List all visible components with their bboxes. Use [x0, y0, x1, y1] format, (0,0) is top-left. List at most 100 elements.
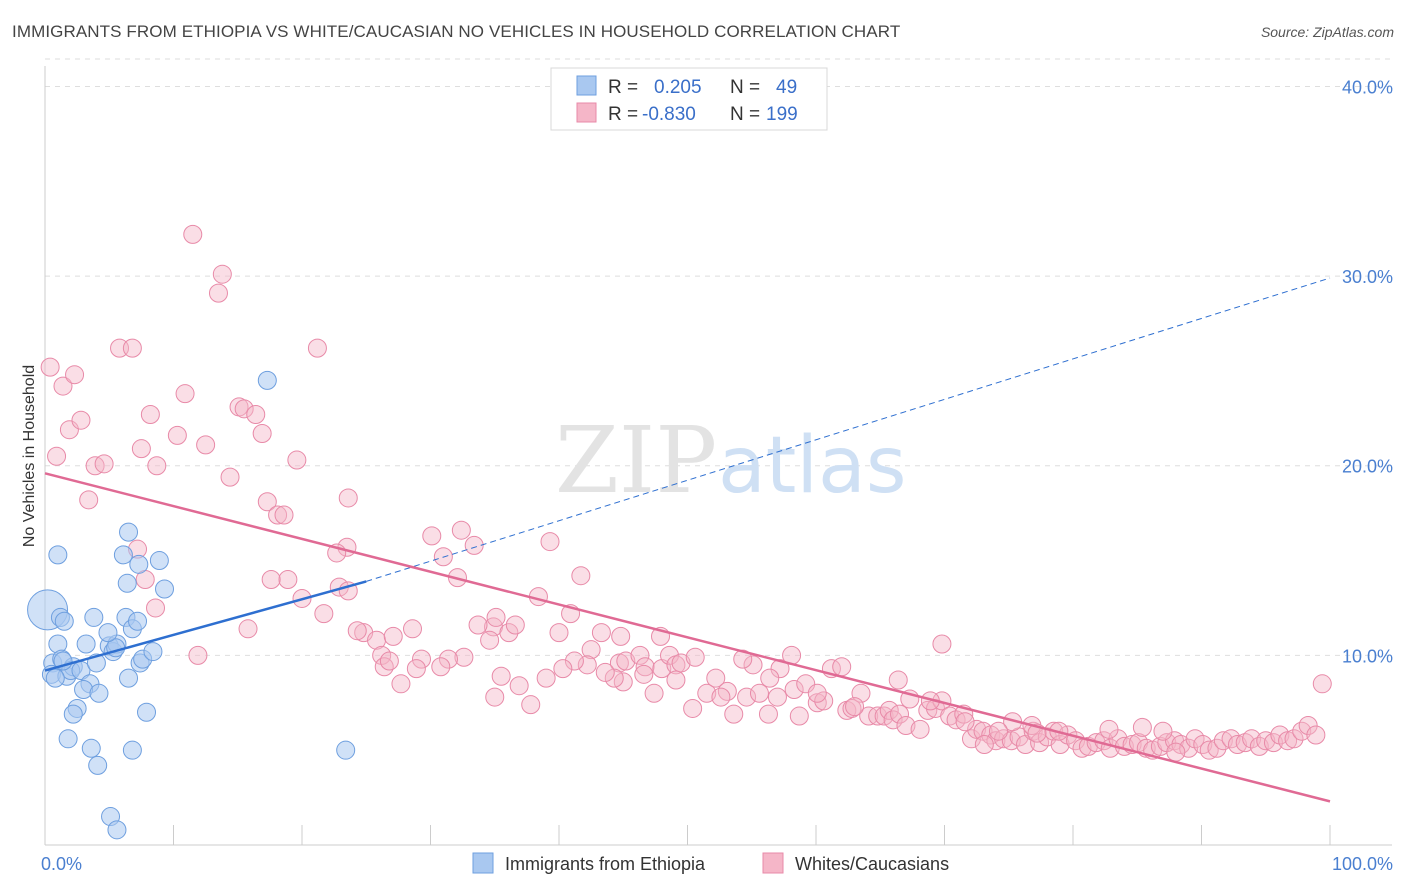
x-tick-labels: 0.0% 100.0%: [41, 854, 1393, 874]
blue-point: [113, 545, 133, 565]
pink-point: [307, 338, 327, 358]
pink-point: [131, 439, 151, 459]
pink-point: [955, 712, 975, 732]
pink-point: [910, 719, 930, 739]
pink-point: [1278, 731, 1298, 751]
pink-point: [1312, 674, 1332, 694]
blue-point: [98, 623, 118, 643]
pink-point: [988, 721, 1008, 741]
pink-point: [1235, 733, 1255, 753]
pink-point: [246, 405, 266, 425]
pink-point: [737, 687, 757, 707]
pink-point: [509, 676, 529, 696]
legend-swatch-pink: [576, 102, 597, 123]
pink-point: [743, 655, 763, 675]
pink-point: [480, 630, 500, 650]
legend-r-label-2: R =: [608, 104, 638, 125]
pink-point: [403, 619, 423, 639]
pink-point: [749, 683, 769, 703]
blue-point: [129, 554, 149, 574]
pink-point: [454, 647, 474, 667]
pink-point: [505, 615, 525, 635]
pink-point: [167, 425, 187, 445]
pink-point: [1185, 729, 1205, 749]
pink-point: [147, 456, 167, 476]
pink-point: [1298, 716, 1318, 736]
pink-point: [1166, 742, 1186, 762]
blue-point: [81, 738, 101, 758]
pink-point: [208, 283, 228, 303]
blue-trend-extension: [366, 277, 1331, 582]
pink-point: [807, 683, 827, 703]
pink-point: [635, 657, 655, 677]
pink-point: [1132, 717, 1152, 737]
pink-point: [961, 729, 981, 749]
blue-point: [63, 704, 83, 724]
pink-point: [1256, 731, 1276, 751]
legend-r-value-1: 0.205: [654, 77, 702, 98]
bottom-legend-label-blue: Immigrants from Ethiopia: [505, 854, 706, 874]
pink-point: [644, 683, 664, 703]
pink-point: [549, 623, 569, 643]
pink-point: [338, 488, 358, 508]
pink-point: [814, 691, 834, 711]
pink-point: [974, 734, 994, 754]
axes: [44, 66, 1392, 846]
pink-point: [571, 566, 591, 586]
pink-point: [660, 645, 680, 665]
pink-point: [536, 668, 556, 688]
pink-point: [564, 651, 584, 671]
pink-point: [464, 535, 484, 555]
watermark-zip: ZIP: [555, 407, 717, 514]
legend-r-label-1: R =: [608, 77, 638, 98]
blue-point: [107, 820, 127, 840]
top-legend: R = 0.205 N = 49 R = -0.830 N = 199: [550, 67, 828, 131]
grid-lines: [45, 58, 1392, 656]
blue-series-points: [27, 370, 356, 840]
blue-point: [48, 545, 68, 565]
pink-point: [591, 623, 611, 643]
pink-point: [268, 505, 288, 525]
blue-point: [149, 551, 169, 571]
legend-n-value-2: 199: [766, 104, 798, 125]
source-label: Source: ZipAtlas.com: [1260, 24, 1394, 40]
legend-r-value-2: -0.830: [642, 104, 696, 125]
pink-point: [553, 659, 573, 679]
legend-n-value-1: 49: [776, 77, 797, 98]
x-tick-label: 0.0%: [41, 854, 82, 874]
bottom-legend-swatch-pink: [762, 852, 784, 874]
legend-n-label-1: N =: [730, 77, 760, 98]
pink-point: [183, 224, 203, 244]
pink-point: [845, 697, 865, 717]
pink-series-points: [40, 224, 1332, 762]
legend-n-label-2: N =: [730, 104, 760, 125]
pink-point: [1227, 734, 1247, 754]
pink-point: [79, 490, 99, 510]
pink-point: [431, 657, 451, 677]
pink-point: [122, 338, 142, 358]
pink-point: [238, 619, 258, 639]
pink-point: [422, 526, 442, 546]
pink-point: [789, 706, 809, 726]
chart-title: IMMIGRANTS FROM ETHIOPIA VS WHITE/CAUCAS…: [12, 22, 901, 41]
pink-point: [274, 505, 294, 525]
pink-point: [1213, 731, 1233, 751]
blue-point: [128, 611, 148, 631]
blue-point: [88, 755, 108, 775]
pink-point: [278, 570, 298, 590]
x-tick-label: 100.0%: [1332, 854, 1393, 874]
pink-point: [671, 653, 691, 673]
y-tick-labels: 10.0% 20.0% 30.0% 40.0%: [1342, 77, 1393, 666]
bottom-legend-label-pink: Whites/Caucasians: [795, 854, 949, 874]
pink-point: [1199, 740, 1219, 760]
pink-point: [832, 657, 852, 677]
blue-point: [119, 522, 139, 542]
blue-point: [89, 683, 109, 703]
watermark: ZIP atlas: [555, 407, 907, 514]
pink-point: [896, 716, 916, 736]
pink-point: [581, 640, 601, 660]
pink-point: [314, 604, 334, 624]
pink-point: [53, 376, 73, 396]
blue-trend-line: [44, 580, 367, 672]
pink-point: [706, 668, 726, 688]
